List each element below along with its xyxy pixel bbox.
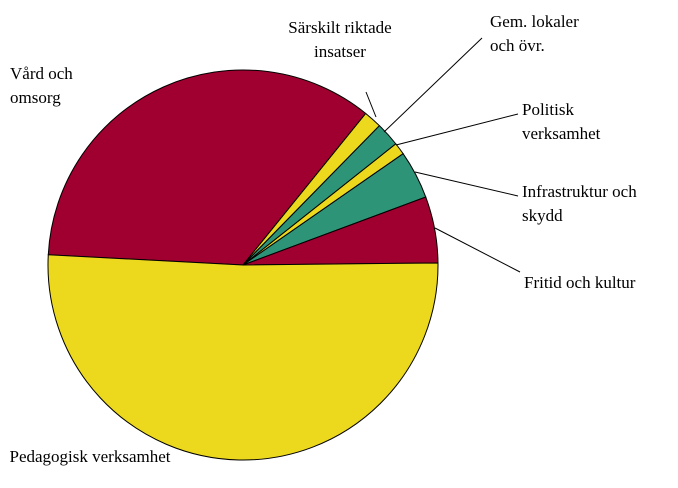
leader-line	[434, 227, 521, 273]
leader-line	[365, 91, 377, 118]
slice-label: Gem. lokaler och övr.	[490, 12, 579, 55]
leader-lines	[365, 37, 521, 273]
slice-label: Pedagogisk verksamhet	[9, 447, 171, 466]
slice-label: Infrastruktur och skydd	[522, 182, 637, 225]
slice-label: Särskilt riktade insatser	[288, 18, 392, 61]
pie-slice	[47, 254, 439, 461]
leader-line	[395, 113, 519, 146]
slice-label: Politisk verksamhet	[522, 100, 601, 143]
pie-slice	[47, 69, 367, 266]
leader-line	[383, 37, 483, 133]
slice-label: Fritid och kultur	[524, 273, 636, 292]
slice-label: Vård och omsorg	[10, 64, 73, 107]
leader-line	[414, 171, 519, 197]
